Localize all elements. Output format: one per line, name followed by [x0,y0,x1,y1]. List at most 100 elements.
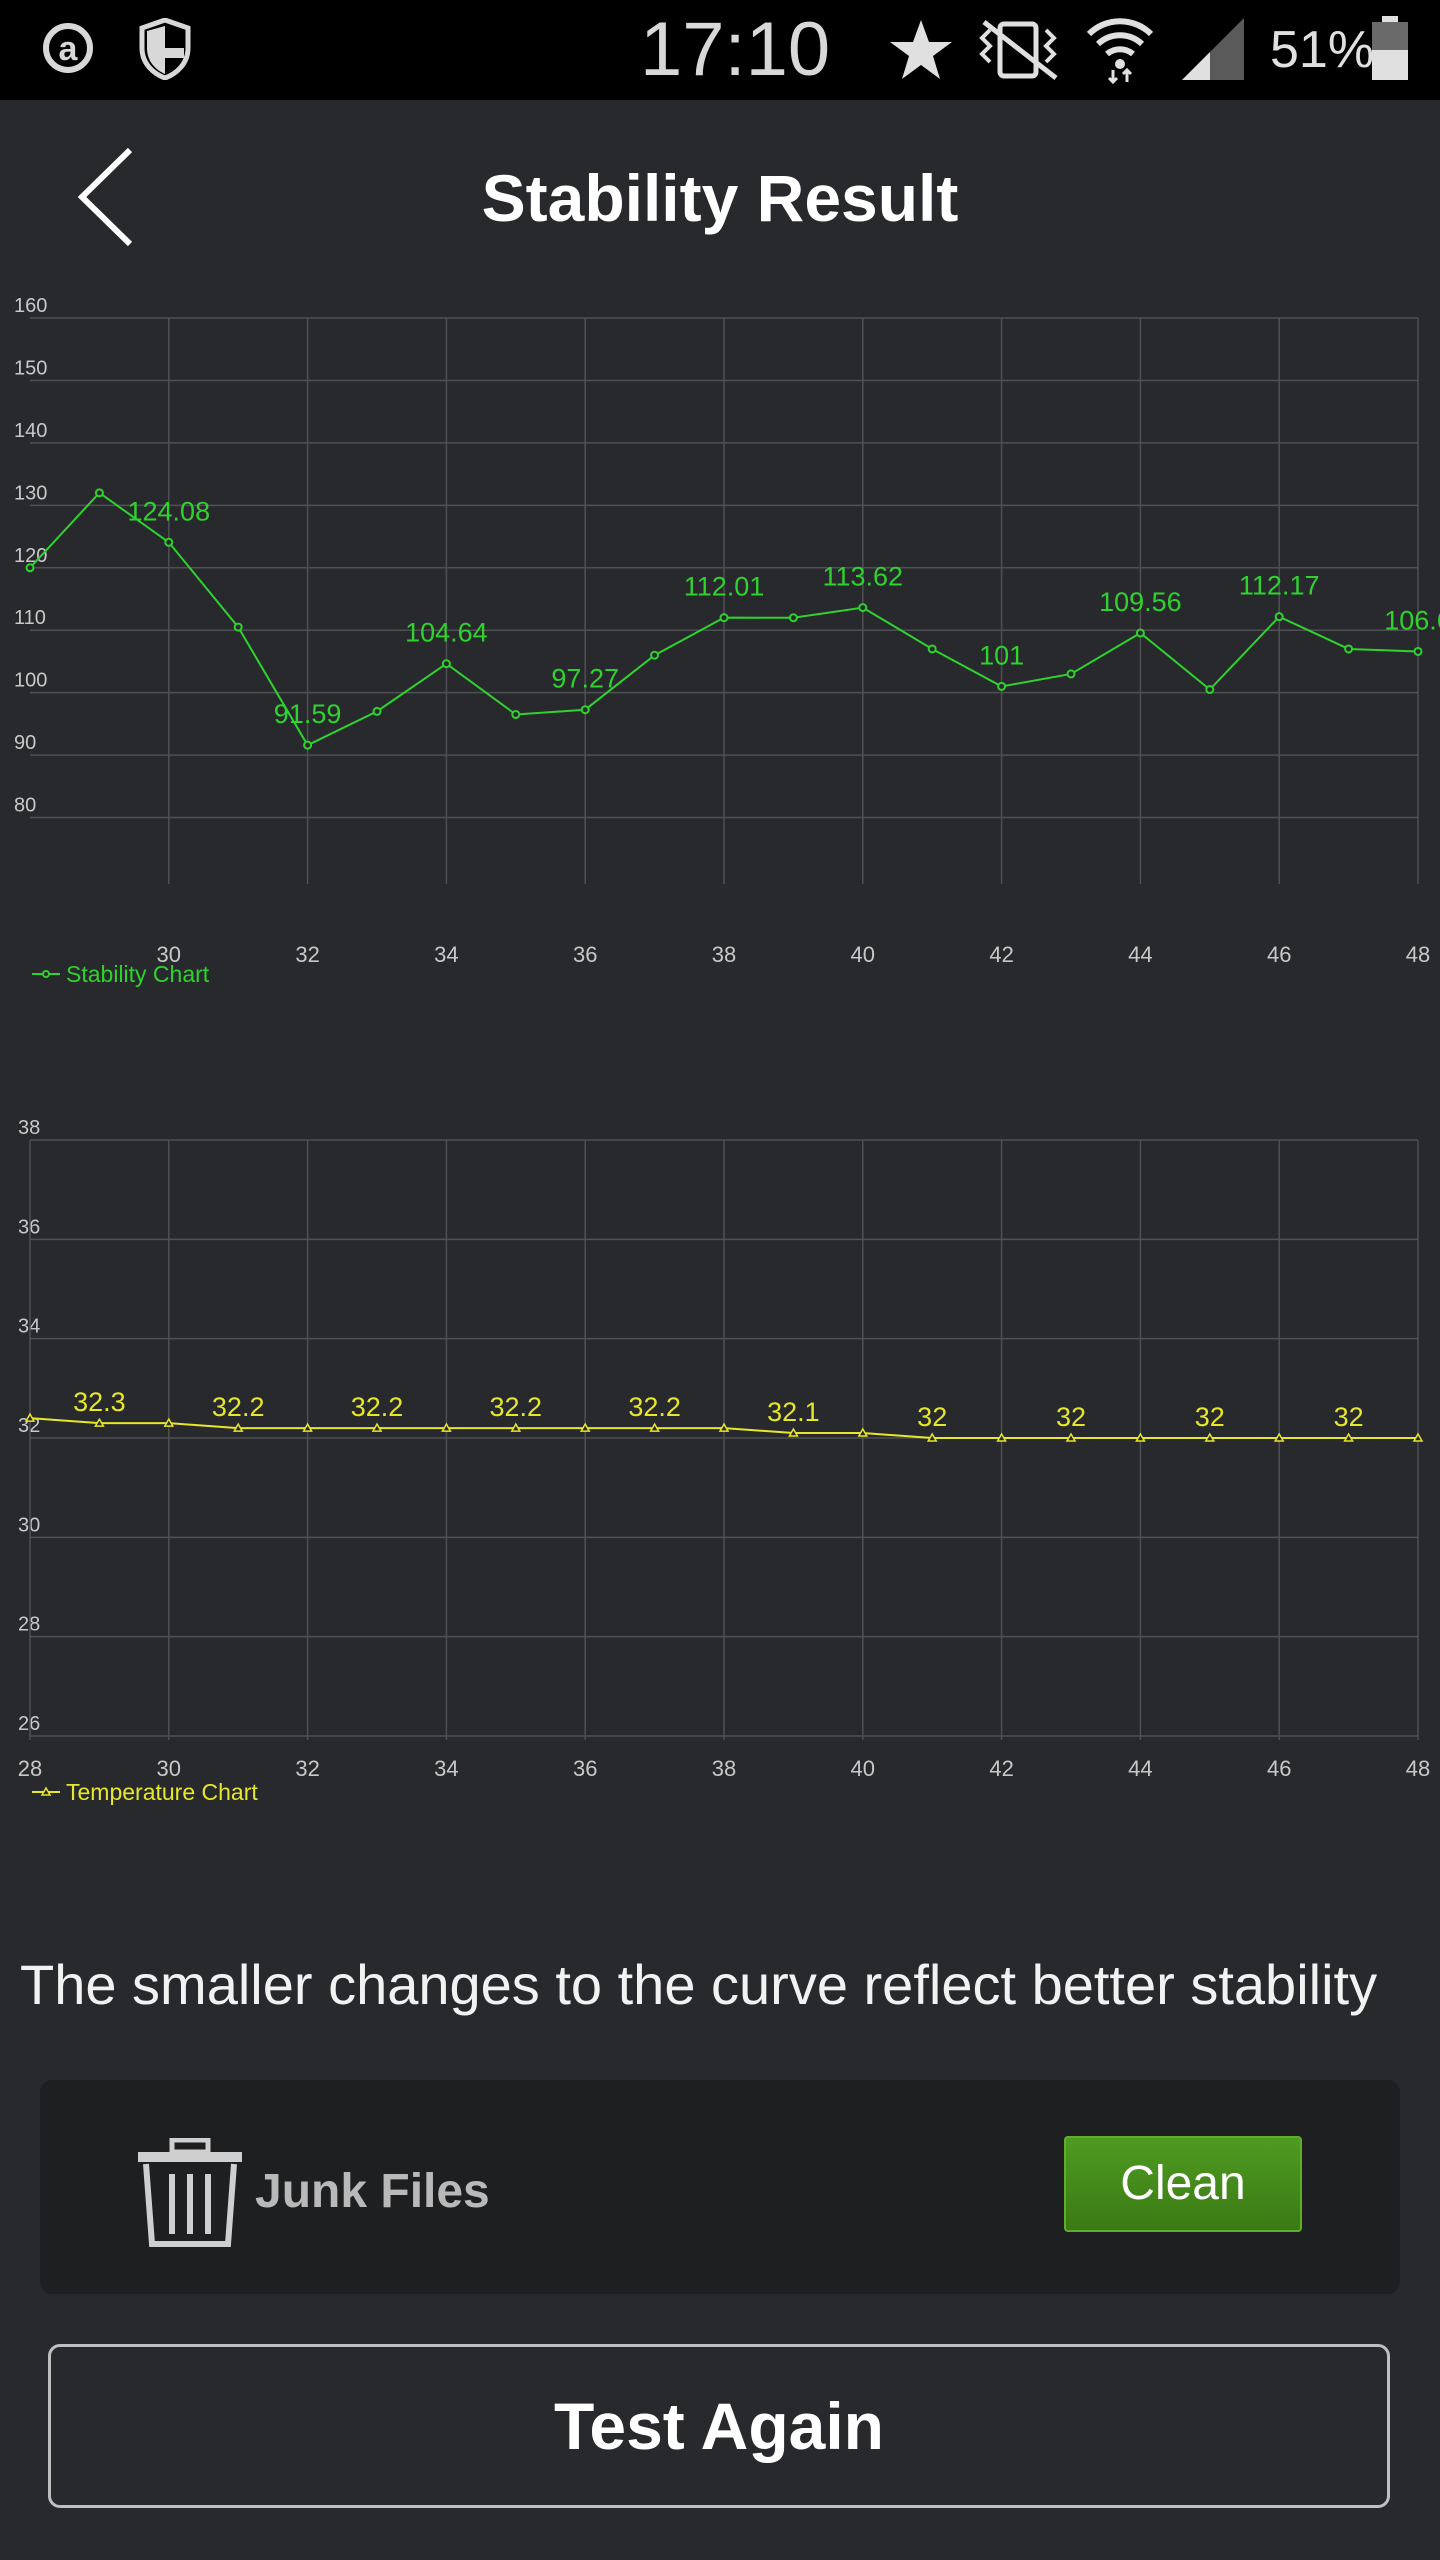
temperature-data-label: 32 [917,1402,947,1432]
stability-data-label: 91.59 [274,699,342,729]
status-time: 17:10 [640,7,831,92]
temperature-y-tick-label: 36 [18,1216,40,1238]
back-button[interactable] [60,140,160,260]
temperature-point [302,1422,313,1432]
stability-x-tick-label: 48 [1406,942,1430,967]
stability-y-tick-label: 110 [14,607,46,629]
stability-point [25,563,35,573]
temperature-x-tick-label: 40 [851,1756,875,1781]
temperature-data-label: 32.3 [73,1387,126,1417]
stability-x-tick-label: 38 [712,942,736,967]
shield-icon [139,18,191,80]
stability-data-label: 124.08 [128,496,211,526]
temperature-point [1273,1432,1285,1442]
temperature-x-tick-label: 28 [18,1756,42,1781]
temperature-point [926,1432,938,1442]
clean-button[interactable]: Clean [1064,2136,1302,2232]
stability-point [1135,628,1145,638]
stability-y-tick-label: 150 [14,357,47,379]
temperature-y-tick-label: 30 [18,1514,40,1536]
stability-point [997,681,1007,691]
temperature-point [163,1417,175,1427]
temperature-y-tick-label: 34 [18,1316,40,1338]
wifi-icon [1086,18,1154,84]
temperature-x-tick-label: 48 [1406,1756,1430,1781]
stability-legend-label: Stability Chart [66,961,210,987]
stability-point [719,613,729,623]
stability-legend-marker [42,970,50,978]
stability-point [441,659,451,669]
temperature-data-label: 32.2 [351,1392,404,1422]
temperature-chart: 26 28 30 32 34 36 38 28 30 32 34 36 38 40 42 44 46 48 32.3… [18,1117,1430,1805]
temperature-y-tick-label: 26 [18,1713,40,1735]
stability-y-tick-label: 130 [14,482,47,504]
temperature-data-label: 32.2 [628,1392,681,1422]
temperature-y-tick-label: 38 [18,1117,40,1139]
temperature-point [441,1422,452,1432]
stability-point [580,705,590,715]
stability-point [1344,644,1354,654]
stability-data-label: 113.62 [823,562,904,592]
stability-y-tick-label: 100 [14,670,47,692]
temperature-point [1065,1432,1077,1442]
stability-x-tick-label: 36 [573,942,597,967]
temperature-y-tick-label: 28 [18,1614,40,1636]
temperature-point [24,1412,36,1422]
stability-data-label: 112.01 [684,572,765,602]
temperature-x-tick-label: 34 [434,1756,458,1781]
junk-files-label: Junk Files [255,2165,490,2218]
test-again-button[interactable]: Test Again [48,2344,1390,2508]
temperature-data-label: 32.2 [212,1392,265,1422]
temperature-x-tick-label: 46 [1267,1756,1291,1781]
stability-y-tick-label: 80 [14,795,36,817]
battery-percent: 51% [1270,21,1375,79]
stability-point [233,622,243,632]
stability-point [372,706,382,716]
temperature-point [649,1422,660,1432]
stability-y-tick-label: 160 [14,295,47,317]
chevron-left-icon [77,147,133,247]
stability-y-tick-label: 90 [14,732,36,754]
signal-icon [1182,18,1244,80]
temperature-data-label: 32 [1195,1402,1225,1432]
stability-data-label: 101 [979,640,1024,670]
temperature-point [857,1427,869,1437]
temperature-point [1343,1432,1354,1442]
temperature-point [232,1422,244,1432]
stability-point [511,710,521,720]
stability-caption: The smaller changes to the curve reflect… [20,1953,1378,2016]
stability-y-tick-label: 120 [14,545,47,567]
temperature-legend-marker [40,1786,52,1796]
battery-icon [1372,16,1408,80]
stability-point [1274,612,1284,622]
temperature-point [579,1422,591,1432]
temperature-point [510,1422,522,1432]
trash-icon [138,2138,242,2247]
stability-x-tick-label: 32 [295,942,319,967]
star-icon [890,20,952,79]
stability-point [164,537,174,547]
stability-x-tick-label: 30 [157,942,181,967]
temperature-y-tick-label: 32 [18,1415,40,1437]
stability-chart: 80 90 100 110 120 130 140 150 160 30 32 34 36 38 40 42 4… [14,295,1440,987]
temperature-data-label: 32 [1056,1402,1086,1432]
page-title: Stability Result [481,161,959,235]
app-a-icon: a [43,23,93,73]
stability-point [1205,685,1215,695]
stability-point [927,644,937,654]
stability-x-tick-label: 40 [851,942,875,967]
status-bar: a 17:10 51% [0,0,1440,100]
temperature-data-label: 32.2 [490,1392,543,1422]
stability-data-label: 104.64 [405,618,488,648]
junk-files-card: Junk Files Clean [40,2080,1400,2294]
temperature-data-label: 32 [1334,1402,1364,1432]
temperature-data-label: 32.1 [767,1397,820,1427]
temperature-point [371,1422,383,1432]
stability-point [788,613,798,623]
stability-x-tick-label: 46 [1267,942,1291,967]
stability-data-label: 112.17 [1239,571,1320,601]
temperature-x-tick-label: 44 [1128,1756,1152,1781]
vibrate-icon [979,20,1058,80]
temperature-point [1204,1432,1216,1442]
temperature-x-tick-label: 42 [989,1756,1013,1781]
